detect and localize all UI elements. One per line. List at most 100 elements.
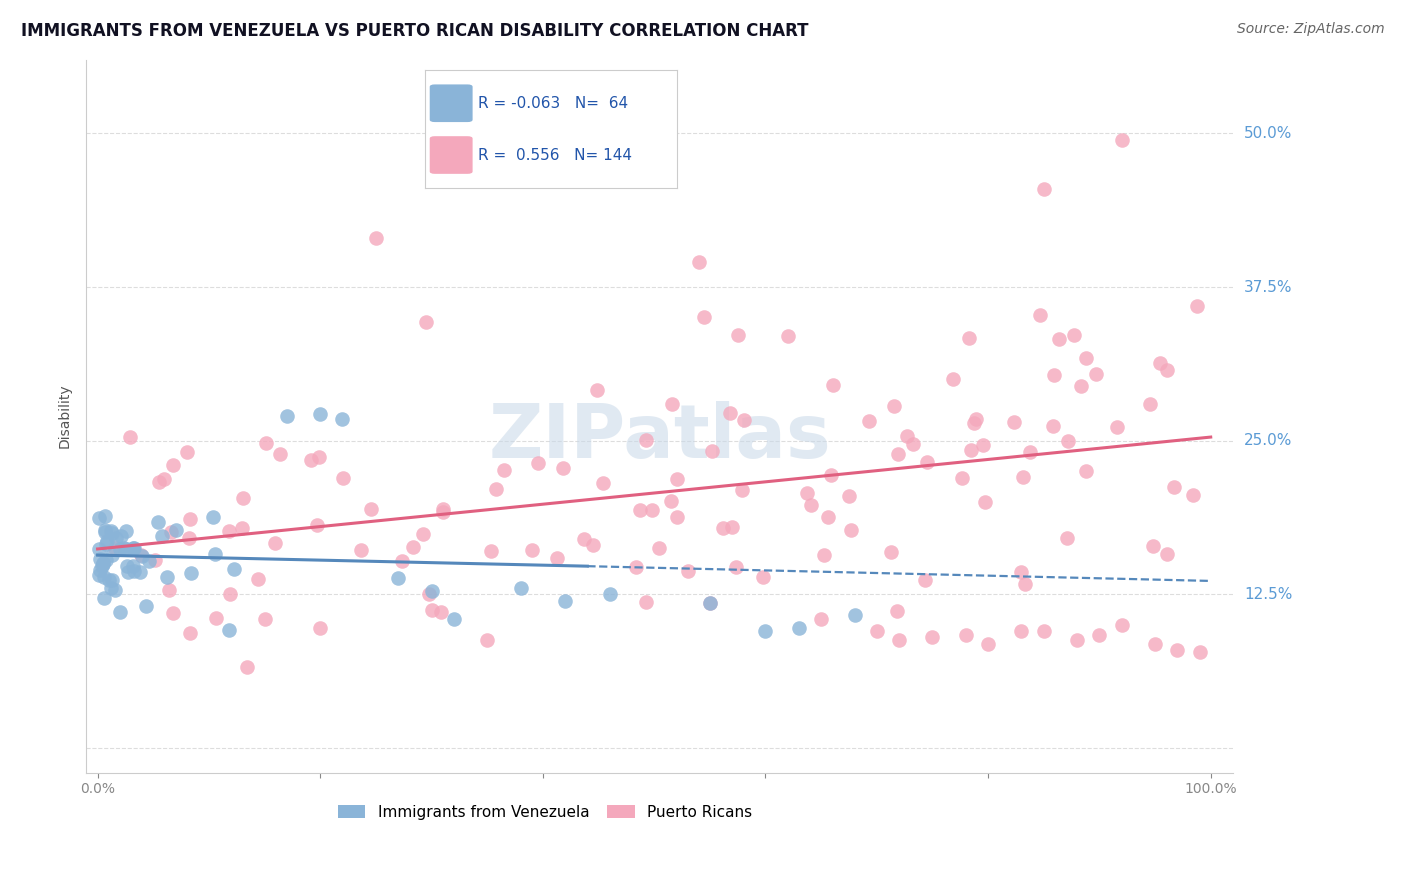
Point bbox=[87, 510, 110, 524]
Point bbox=[546, 550, 568, 565]
Point bbox=[115, 559, 138, 574]
Point bbox=[89, 563, 111, 577]
Point bbox=[952, 471, 974, 485]
Point bbox=[844, 608, 866, 623]
Point bbox=[509, 582, 531, 596]
Point bbox=[179, 531, 201, 545]
Point bbox=[204, 547, 226, 561]
Point bbox=[420, 583, 443, 598]
Point bbox=[350, 543, 373, 558]
Point bbox=[96, 552, 118, 566]
Point bbox=[628, 503, 651, 517]
Point bbox=[1085, 368, 1108, 382]
Point bbox=[222, 562, 245, 576]
Point bbox=[360, 502, 382, 516]
Point bbox=[479, 544, 502, 558]
Point bbox=[711, 521, 734, 535]
Point bbox=[1149, 355, 1171, 369]
Point bbox=[91, 557, 114, 571]
Point bbox=[972, 438, 994, 452]
Point bbox=[179, 626, 201, 640]
Text: Source: ZipAtlas.com: Source: ZipAtlas.com bbox=[1237, 22, 1385, 37]
Point bbox=[699, 596, 721, 610]
Point bbox=[146, 515, 169, 529]
Point bbox=[108, 541, 131, 556]
Point bbox=[955, 628, 977, 642]
Point bbox=[309, 621, 332, 635]
Point bbox=[94, 525, 117, 540]
Point bbox=[100, 581, 122, 595]
Point bbox=[179, 512, 201, 526]
Point bbox=[89, 568, 111, 582]
Point bbox=[796, 486, 818, 500]
Point bbox=[1063, 327, 1085, 342]
Point bbox=[1166, 642, 1188, 657]
Point bbox=[94, 523, 117, 537]
Point bbox=[731, 483, 754, 498]
Point bbox=[527, 457, 550, 471]
Point bbox=[880, 545, 903, 559]
Y-axis label: Disability: Disability bbox=[58, 384, 72, 449]
Point bbox=[420, 603, 443, 617]
Point bbox=[153, 472, 176, 486]
Point bbox=[485, 483, 508, 497]
Point bbox=[1014, 577, 1036, 591]
Point bbox=[254, 436, 277, 450]
Point bbox=[232, 491, 254, 505]
Point bbox=[693, 310, 716, 325]
Point bbox=[1042, 368, 1064, 383]
Point bbox=[117, 566, 139, 580]
Point bbox=[1047, 332, 1070, 346]
Point bbox=[412, 526, 434, 541]
Point bbox=[839, 523, 862, 537]
Point bbox=[887, 632, 910, 647]
Point bbox=[553, 461, 575, 475]
Point bbox=[592, 476, 614, 491]
Point bbox=[443, 612, 465, 626]
Point bbox=[122, 541, 145, 556]
Point bbox=[725, 560, 748, 574]
Point bbox=[1056, 531, 1078, 545]
Point bbox=[1182, 487, 1205, 501]
Point bbox=[1057, 434, 1080, 449]
Point bbox=[666, 509, 689, 524]
Point bbox=[100, 524, 122, 539]
Text: 12.5%: 12.5% bbox=[1244, 587, 1292, 602]
Point bbox=[89, 551, 111, 566]
Text: ZIPatlas: ZIPatlas bbox=[488, 401, 831, 474]
Point bbox=[477, 632, 499, 647]
Point bbox=[1188, 645, 1211, 659]
Text: 37.5%: 37.5% bbox=[1244, 279, 1292, 294]
Point bbox=[886, 603, 908, 617]
Text: 50.0%: 50.0% bbox=[1244, 126, 1292, 141]
Point bbox=[751, 570, 773, 584]
Point bbox=[754, 624, 776, 639]
Point bbox=[787, 621, 810, 635]
Point bbox=[574, 532, 596, 546]
Point bbox=[135, 599, 157, 613]
Point bbox=[838, 489, 860, 503]
Point bbox=[636, 433, 658, 447]
Point bbox=[246, 572, 269, 586]
Point bbox=[94, 509, 117, 524]
Point bbox=[231, 521, 253, 535]
Point bbox=[118, 430, 141, 444]
Point bbox=[492, 463, 515, 477]
Point bbox=[104, 541, 127, 555]
Point bbox=[98, 573, 121, 587]
Point bbox=[962, 416, 984, 430]
Point bbox=[1074, 464, 1097, 478]
Point bbox=[1002, 415, 1025, 429]
Point bbox=[162, 606, 184, 620]
Point bbox=[942, 372, 965, 386]
Text: 25.0%: 25.0% bbox=[1244, 434, 1292, 449]
Point bbox=[721, 520, 744, 534]
Point bbox=[218, 524, 240, 538]
Point bbox=[124, 564, 146, 578]
Point bbox=[129, 548, 152, 562]
Point bbox=[688, 255, 710, 269]
Point bbox=[235, 660, 257, 674]
Point bbox=[810, 612, 832, 626]
Point bbox=[253, 612, 276, 626]
Point bbox=[1187, 299, 1209, 313]
